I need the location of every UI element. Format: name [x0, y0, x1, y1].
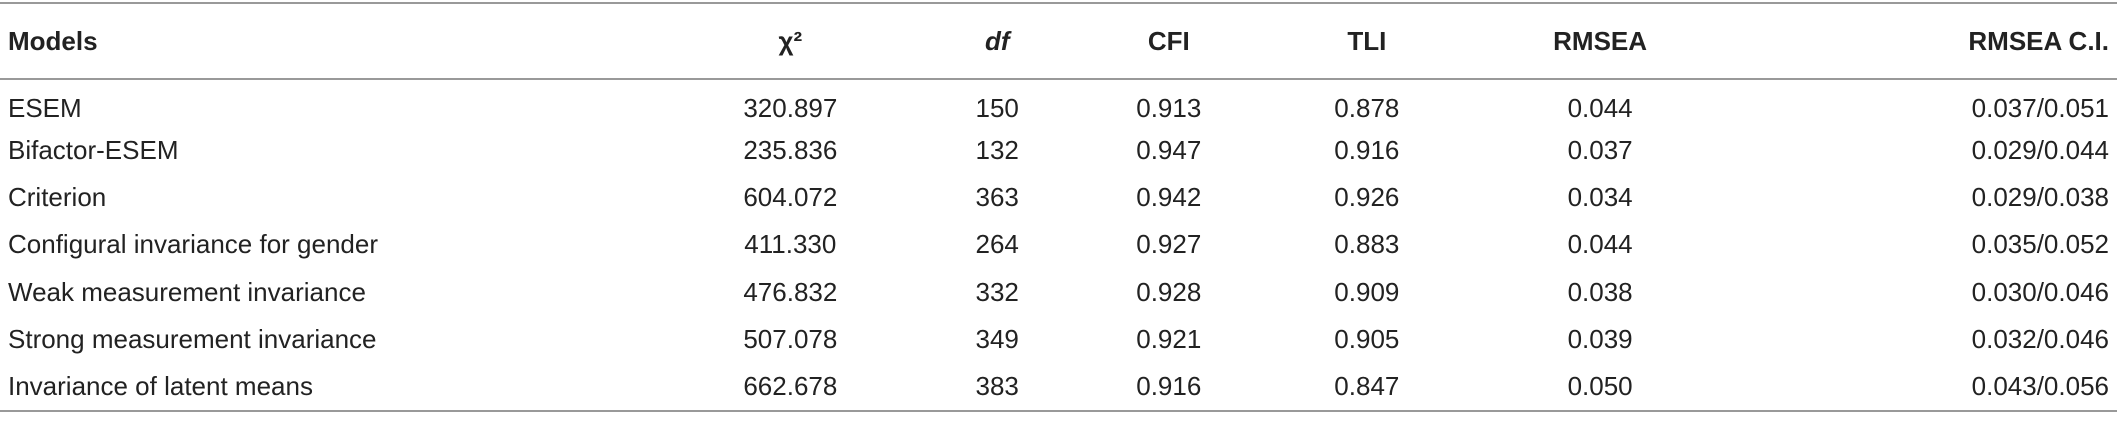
table-header: Models χ² df CFI TLI RMSEA RMSEA C.I.	[0, 3, 2117, 79]
table-cell: 0.878	[1334, 92, 1400, 123]
table-cell: 0.927	[1136, 229, 1202, 260]
table-cell: 0.909	[1334, 276, 1400, 307]
column-header: χ²	[778, 25, 803, 56]
table-cell: 132	[975, 134, 1019, 165]
table-cell: 0.050	[1567, 371, 1633, 402]
table-cell: 0.029/0.044	[1971, 134, 2109, 165]
header-row: Models χ² df CFI TLI RMSEA RMSEA C.I.	[0, 3, 2117, 79]
table-cell: 0.034	[1567, 181, 1633, 212]
table-cell: 0.039	[1567, 324, 1633, 355]
table-cell: 0.847	[1334, 371, 1400, 402]
table-cell: 150	[975, 92, 1019, 123]
table-cell: 662.678	[743, 371, 838, 402]
table-cell: 383	[975, 371, 1019, 402]
table-cell: 0.038	[1567, 276, 1633, 307]
table-cell: 363	[975, 181, 1019, 212]
column-header: RMSEA	[1553, 25, 1648, 56]
table-cell: 0.926	[1334, 181, 1400, 212]
table-row: Bifactor-ESEM 235.836 132 0.947 0.916 0.037 0.…	[0, 126, 2117, 173]
model-name: ESEM	[8, 92, 82, 123]
table-row: ESEM 320.897 150 0.913 0.878 0.044 0.037/0.051	[0, 79, 2117, 126]
table-cell: 0.029/0.038	[1971, 181, 2109, 212]
table-cell: 0.037/0.051	[1971, 92, 2109, 123]
table-cell: 0.916	[1136, 371, 1202, 402]
model-name: Invariance of latent means	[8, 371, 313, 402]
table-cell: 0.030/0.046	[1971, 276, 2109, 307]
table-cell: 332	[975, 276, 1019, 307]
table-row: Configural invariance for gender 411.330 2…	[0, 221, 2117, 268]
table-cell: 476.832	[743, 276, 838, 307]
table-cell: 0.032/0.046	[1971, 324, 2109, 355]
column-header: df	[984, 25, 1010, 56]
model-name: Strong measurement invariance	[8, 324, 377, 355]
fit-table: Models χ² df CFI TLI RMSEA RMSEA C.I. ESEM 320.…	[0, 2, 2117, 412]
table-cell: 0.035/0.052	[1971, 229, 2109, 260]
table-cell: 0.913	[1136, 92, 1202, 123]
model-name: Configural invariance for gender	[8, 229, 378, 260]
model-name: Weak measurement invariance	[8, 276, 366, 307]
table-row: Strong measurement invariance 507.078 349 0…	[0, 316, 2117, 363]
column-header: RMSEA C.I.	[1968, 25, 2109, 56]
model-name: Criterion	[8, 181, 107, 212]
table-row: Criterion 604.072 363 0.942 0.926 0.034 0.029/…	[0, 174, 2117, 221]
table-cell: 0.947	[1136, 134, 1202, 165]
model-name: Bifactor-ESEM	[8, 134, 179, 165]
table-cell: 0.928	[1136, 276, 1202, 307]
table-cell: 0.037	[1567, 134, 1633, 165]
column-header: CFI	[1147, 25, 1190, 56]
table-cell: 0.044	[1567, 92, 1633, 123]
column-header: Models	[8, 25, 98, 56]
column-header: TLI	[1347, 25, 1387, 56]
table-cell: 0.921	[1136, 324, 1202, 355]
table-cell: 349	[975, 324, 1019, 355]
table-row: Weak measurement invariance 476.832 332 0.9…	[0, 269, 2117, 316]
table-cell: 0.044	[1567, 229, 1633, 260]
table-row: Invariance of latent means 662.678 383 0.91…	[0, 363, 2117, 411]
table-cell: 235.836	[743, 134, 838, 165]
table-cell: 0.942	[1136, 181, 1202, 212]
table-cell: 507.078	[743, 324, 838, 355]
table-cell: 0.043/0.056	[1971, 371, 2109, 402]
table-cell: 0.883	[1334, 229, 1400, 260]
table-cell: 320.897	[743, 92, 838, 123]
table-cell: 0.905	[1334, 324, 1400, 355]
table-cell: 264	[975, 229, 1019, 260]
table-body: ESEM 320.897 150 0.913 0.878 0.044 0.037/0.051…	[0, 79, 2117, 411]
table-cell: 411.330	[744, 229, 837, 260]
table-cell: 0.916	[1334, 134, 1400, 165]
table-cell: 604.072	[743, 181, 838, 212]
